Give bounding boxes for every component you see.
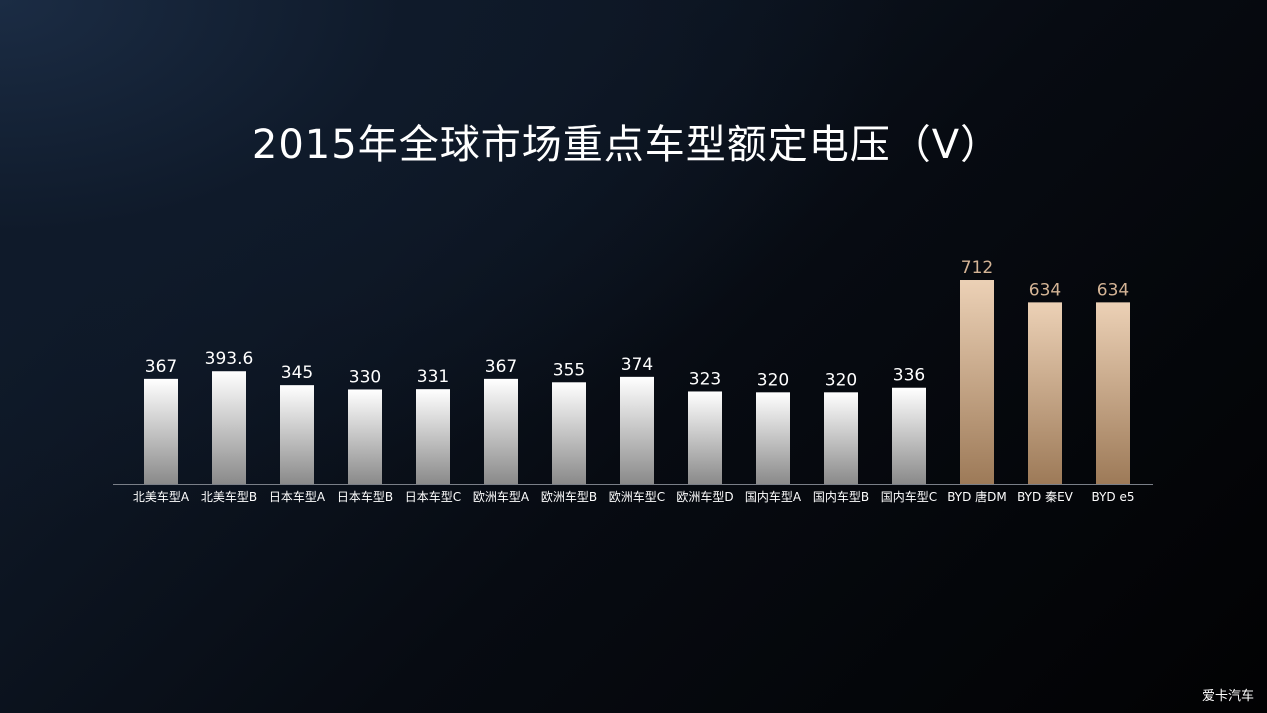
bar [1096,302,1130,484]
bar-value-label: 634 [1097,280,1129,300]
bar-value-label: 634 [1029,280,1061,300]
category-label: BYD e5 [1092,490,1135,504]
category-label: 国内车型C [881,489,937,504]
bar [620,376,654,484]
category-label: 北美车型B [201,489,257,504]
bar [348,389,382,484]
bar-value-label: 331 [417,367,449,387]
bar [960,280,994,484]
bar [212,371,246,484]
bar [484,378,518,484]
category-label: 国内车型A [745,489,802,504]
chart-title: 2015年全球市场重点车型额定电压（V） [251,122,1002,168]
bar [688,391,722,484]
category-label: BYD 唐DM [947,489,1007,504]
bar-value-label: 712 [961,258,993,278]
bar-value-label: 323 [689,369,721,389]
bar-value-label: 367 [145,357,177,377]
category-label: BYD 秦EV [1017,490,1074,504]
category-label: 日本车型A [269,489,326,504]
category-label: 日本车型C [405,489,461,504]
bar [416,389,450,484]
bars-layer: 367 北美车型A 393.6 北美车型B 345 日本车型A 330 日本车型B 331 日本车… [133,258,1135,504]
bar [280,385,314,484]
bar-value-label: 320 [825,370,857,390]
bar-value-label: 374 [621,355,653,375]
category-label: 欧洲车型D [676,489,733,504]
bar [824,392,858,484]
bar [1028,302,1062,484]
bar-value-label: 336 [893,366,925,386]
bar [756,392,790,484]
category-label: 欧洲车型C [609,489,665,504]
category-label: 日本车型B [337,489,393,504]
bar-value-label: 330 [349,367,381,387]
bar [144,378,178,484]
bar-value-label: 345 [281,363,313,383]
bar [552,382,586,484]
bar [892,387,926,484]
bar-value-label: 355 [553,360,585,380]
watermark-logo: 爱卡汽车 [1201,689,1254,704]
category-label: 欧洲车型B [541,489,597,504]
bar-value-label: 393.6 [205,349,254,369]
category-label: 欧洲车型A [473,489,530,504]
bar-value-label: 367 [485,357,517,377]
category-label: 北美车型A [133,489,190,504]
bar-value-label: 320 [757,370,789,390]
category-label: 国内车型B [813,489,869,504]
